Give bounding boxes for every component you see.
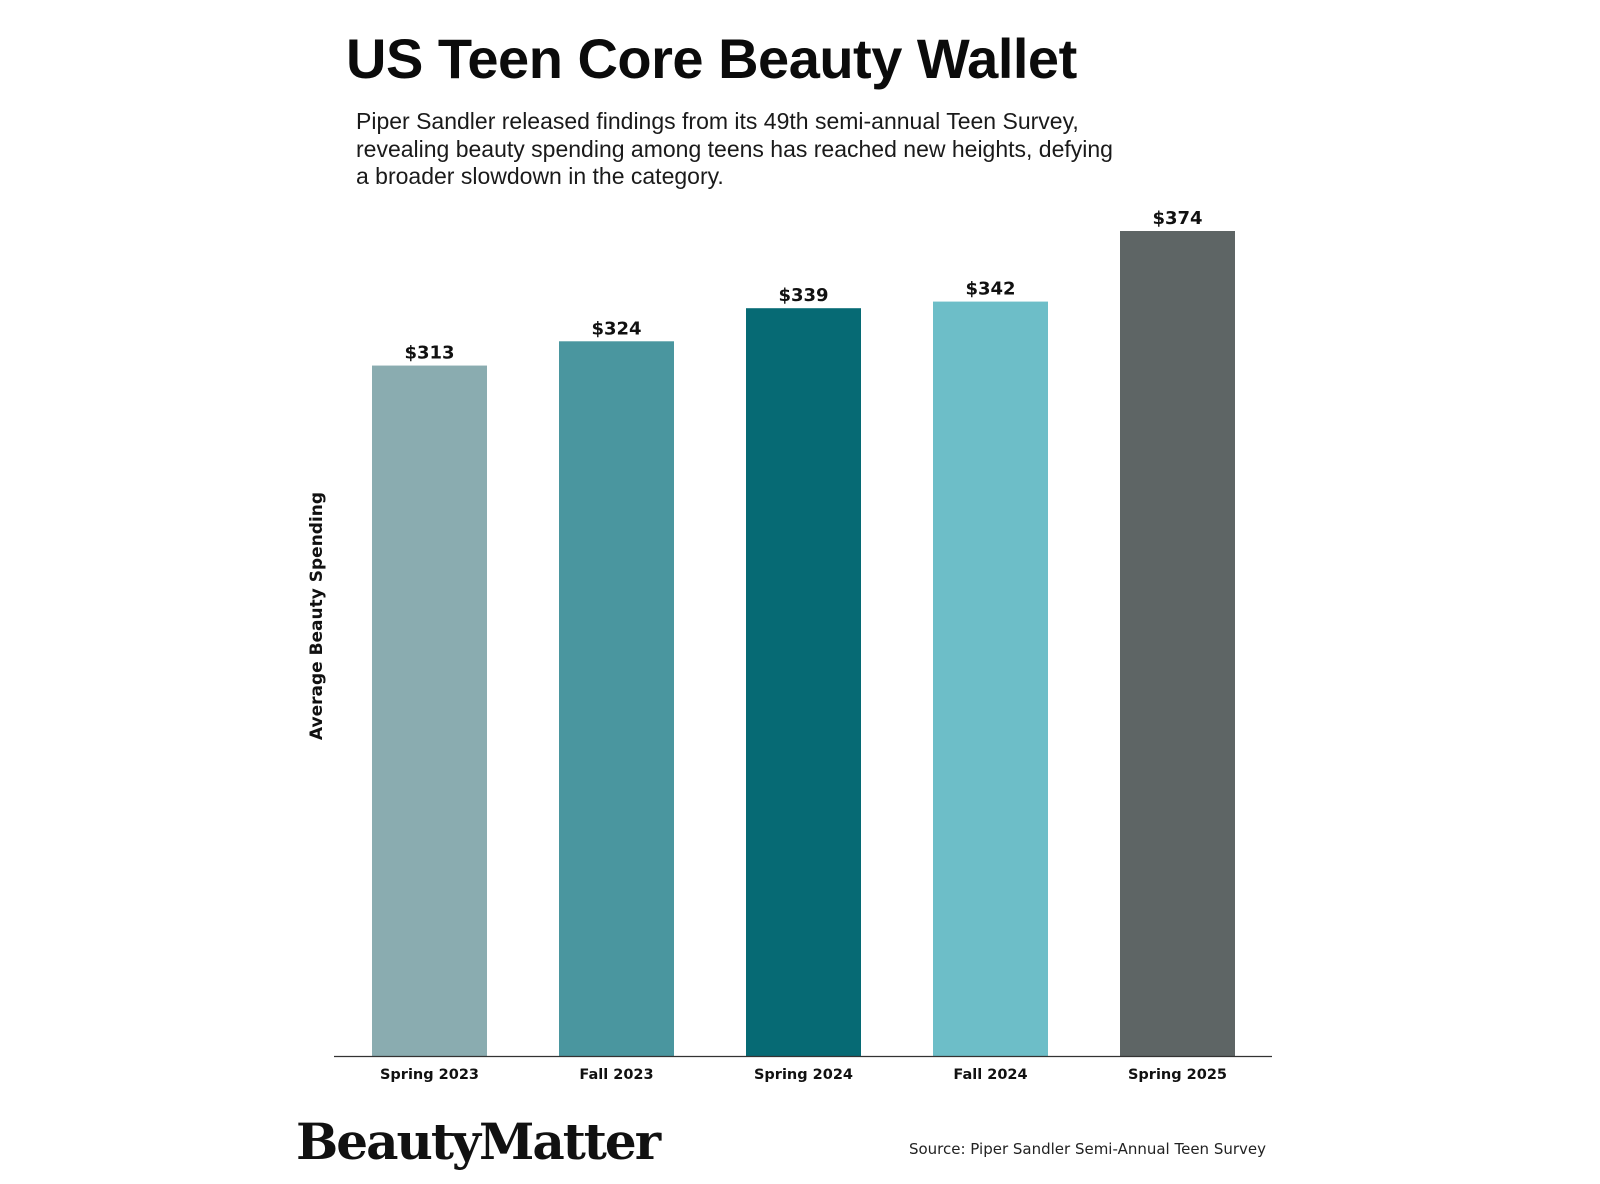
bar-value-label: $324 [591, 318, 641, 339]
y-axis-label: Average Beauty Spending [307, 492, 327, 740]
bar-value-label: $339 [778, 285, 828, 306]
bar-chart: $313 Spring 2023 $324 Fall 2023 $339 Spring 2… [307, 208, 1272, 1083]
x-tick-label: Fall 2023 [579, 1067, 653, 1083]
bar [372, 365, 487, 1056]
bar-value-label: $313 [404, 343, 454, 364]
source-note: Source: Piper Sandler Semi-Annual Teen S… [908, 1140, 1266, 1158]
x-tick-label: Spring 2025 [1128, 1067, 1227, 1083]
bar-value-label: $374 [1152, 208, 1202, 229]
chart-subtitle: Piper Sandler released findings from its… [356, 108, 1216, 191]
x-tick-label: Fall 2024 [953, 1067, 1027, 1083]
x-tick-label: Spring 2024 [754, 1067, 853, 1083]
beautymatter-logo: BeautyMatter [296, 1112, 661, 1171]
subtitle-line: a broader slowdown in the category. [356, 163, 724, 189]
bar [933, 301, 1048, 1056]
bar [1120, 231, 1235, 1056]
bar [746, 308, 861, 1056]
chart-title: US Teen Core Beauty Wallet [346, 27, 1077, 90]
bar [559, 341, 674, 1056]
bar-value-label: $342 [965, 279, 1015, 300]
subtitle-line: revealing beauty spending among teens ha… [356, 135, 1113, 162]
x-tick-label: Spring 2023 [380, 1067, 479, 1083]
subtitle-line: Piper Sandler released findings from its… [356, 108, 1079, 134]
